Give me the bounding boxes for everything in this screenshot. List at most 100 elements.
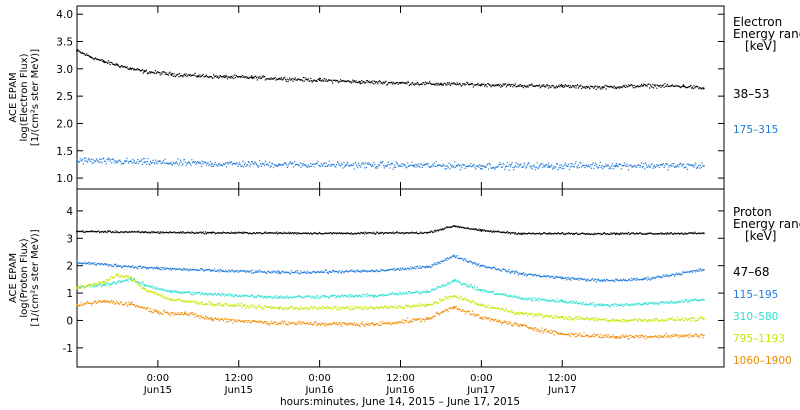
data-point — [125, 66, 127, 68]
data-point — [576, 300, 578, 303]
data-point — [269, 271, 271, 274]
data-point — [488, 162, 491, 165]
data-point — [356, 82, 358, 84]
data-point — [667, 169, 669, 171]
data-point — [571, 277, 573, 279]
data-point — [290, 79, 292, 81]
data-point — [568, 232, 570, 234]
data-point — [190, 293, 192, 295]
data-point — [105, 279, 107, 281]
data-point — [525, 312, 527, 314]
data-point — [168, 290, 170, 293]
data-point — [114, 303, 116, 305]
data-point — [188, 301, 190, 303]
data-point — [509, 272, 512, 274]
data-point — [470, 163, 472, 165]
data-point — [355, 163, 357, 165]
data-point — [434, 263, 436, 265]
data-point — [603, 166, 605, 168]
data-point — [224, 74, 226, 76]
data-point — [443, 285, 445, 288]
data-point — [380, 268, 382, 270]
data-point — [700, 166, 702, 169]
data-point — [141, 266, 144, 269]
data-point — [258, 270, 260, 272]
data-point — [598, 303, 601, 305]
data-point — [85, 157, 87, 159]
data-point — [348, 233, 351, 235]
data-point — [93, 59, 95, 61]
data-point — [198, 315, 200, 317]
data-point — [657, 304, 660, 306]
data-point — [167, 232, 169, 234]
data-point — [314, 271, 316, 273]
data-point — [475, 84, 477, 86]
data-point — [374, 167, 377, 169]
data-point — [580, 278, 582, 280]
data-point — [120, 163, 123, 165]
data-point — [556, 298, 558, 300]
data-point — [605, 320, 607, 322]
data-point — [661, 301, 664, 303]
data-point — [572, 276, 574, 279]
data-point — [539, 298, 542, 300]
data-point — [206, 316, 208, 318]
data-point — [403, 82, 406, 84]
data-point — [471, 300, 474, 302]
data-point — [199, 231, 201, 233]
data-point — [664, 83, 666, 85]
data-point — [433, 231, 435, 233]
data-point — [559, 277, 561, 279]
data-point — [680, 86, 682, 88]
data-point — [386, 294, 388, 296]
data-point — [179, 162, 181, 164]
data-point — [598, 318, 601, 321]
data-point — [391, 162, 393, 164]
data-point — [698, 88, 700, 90]
data-point — [424, 266, 426, 268]
data-point — [279, 77, 281, 79]
data-point — [281, 271, 283, 273]
data-point — [92, 284, 94, 286]
data-point — [192, 162, 194, 164]
data-point — [563, 233, 565, 235]
data-point — [204, 161, 207, 164]
data-point — [507, 165, 509, 167]
data-point — [584, 166, 586, 169]
data-point — [238, 163, 240, 165]
data-point — [223, 270, 225, 273]
data-point — [82, 285, 84, 287]
data-point — [470, 228, 472, 230]
data-point — [446, 282, 449, 285]
data-point — [98, 58, 100, 61]
data-point — [467, 82, 469, 84]
data-point — [571, 165, 573, 167]
data-point — [685, 271, 687, 273]
data-point — [102, 158, 104, 160]
data-point — [688, 232, 690, 234]
data-point — [624, 279, 626, 281]
data-point — [200, 294, 202, 296]
data-point — [386, 83, 389, 85]
data-point — [605, 280, 607, 282]
data-point — [396, 294, 398, 296]
data-point — [661, 85, 664, 87]
data-point — [547, 85, 549, 87]
data-point — [680, 301, 682, 303]
data-point — [663, 166, 665, 169]
data-point — [344, 295, 346, 297]
data-point — [375, 232, 377, 234]
data-point — [203, 293, 205, 296]
data-point — [247, 161, 250, 163]
data-point — [361, 79, 363, 82]
data-point — [364, 305, 366, 308]
data-point — [522, 85, 524, 87]
data-point — [218, 232, 220, 234]
data-point — [255, 77, 258, 79]
data-point — [198, 291, 200, 294]
data-point — [412, 232, 415, 234]
data-point — [335, 166, 337, 168]
data-point — [221, 269, 223, 272]
data-point — [403, 293, 406, 295]
data-point — [260, 233, 262, 235]
